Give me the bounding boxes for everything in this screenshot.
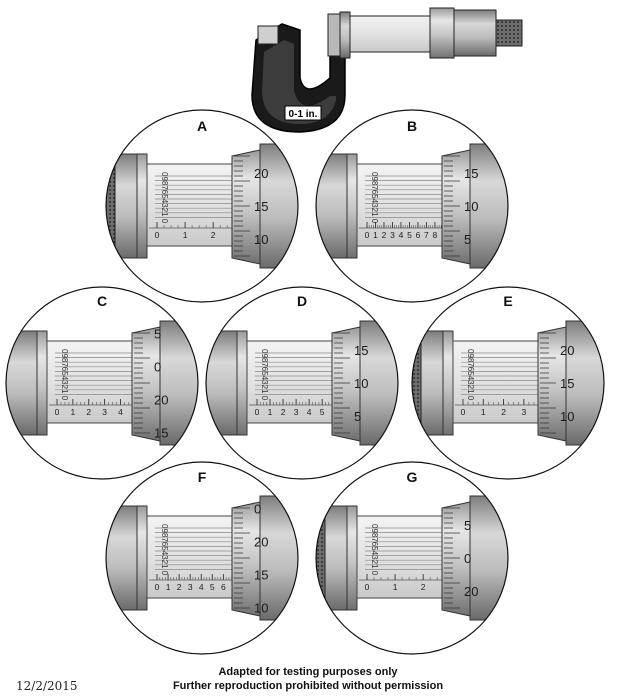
panel-letter: F <box>198 469 207 485</box>
main-scale-label: 6 <box>221 582 226 592</box>
main-scale-label: 2 <box>382 230 387 240</box>
main-scale-label: 5 <box>210 582 215 592</box>
footer-date: 12/2/2015 <box>16 679 78 693</box>
thimble-label: 0 <box>464 551 471 566</box>
thimble-label: 10 <box>560 409 574 424</box>
thimble-label: 20 <box>560 343 574 358</box>
main-scale-label: 3 <box>188 582 193 592</box>
main-scale-label: 0 <box>365 230 370 240</box>
thimble-label: 10 <box>354 376 368 391</box>
panel-letter: B <box>407 118 417 134</box>
main-scale-label: 2 <box>421 582 426 592</box>
thimble-label: 0 <box>154 360 161 375</box>
main-scale-label: 1 <box>166 582 171 592</box>
main-scale-label: 2 <box>86 407 91 417</box>
vernier-digits: 0987654321 0 <box>160 172 169 224</box>
micrometer-overview-illustration: 0-1 in. <box>251 7 523 133</box>
thimble-label: 10 <box>254 601 268 616</box>
vernier-digits: 0987654321 0 <box>370 524 379 576</box>
main-scale-label: 0 <box>55 407 60 417</box>
thimble-label: 15 <box>354 343 368 358</box>
micrometer-panel-a: 0987654321 00 1 2 20 15 10 A <box>105 109 299 303</box>
main-scale-label: 0 <box>461 407 466 417</box>
main-scale-label: 8 <box>433 230 438 240</box>
main-scale-label: 3 <box>521 407 526 417</box>
main-scale-label: 3 <box>102 407 107 417</box>
panel-letter: A <box>197 118 207 134</box>
panel-letter: D <box>297 293 307 309</box>
main-scale-label: 2 <box>501 407 506 417</box>
main-scale-label: 0 <box>155 582 160 592</box>
vernier-digits: 0987654321 0 <box>260 349 269 401</box>
main-scale-label: 3 <box>390 230 395 240</box>
panel-letter: E <box>503 293 512 309</box>
main-scale-label: 2 <box>177 582 182 592</box>
thimble-label: 20 <box>154 393 168 408</box>
main-scale-label: 2 <box>211 230 216 240</box>
thimble-label: 5 <box>464 232 471 247</box>
main-scale-label: 4 <box>118 407 123 417</box>
main-scale-label: 2 <box>281 407 286 417</box>
main-scale-label: 0 <box>365 582 370 592</box>
main-scale-label: 4 <box>399 230 404 240</box>
thimble-label: 15 <box>254 199 268 214</box>
thimble-label: 15 <box>560 376 574 391</box>
footer-line-2: Further reproduction prohibited without … <box>173 680 443 692</box>
panel-letter: C <box>97 293 107 309</box>
thimble-label: 20 <box>464 584 478 599</box>
thimble-label: 15 <box>154 426 168 441</box>
main-scale-label: 1 <box>71 407 76 417</box>
main-scale-label: 5 <box>320 407 325 417</box>
vernier-digits: 0987654321 0 <box>160 524 169 576</box>
vernier-digits: 0987654321 0 <box>60 349 69 401</box>
thimble-label: 5 <box>154 327 161 342</box>
main-scale-label: 0 <box>255 407 260 417</box>
vernier-digits: 0987654321 0 <box>370 172 379 224</box>
footer-line-1: Adapted for testing purposes only <box>218 666 398 678</box>
main-scale-label: 5 <box>407 230 412 240</box>
thimble-label: 10 <box>464 199 478 214</box>
main-scale-label: 0 <box>155 230 160 240</box>
main-scale-label: 4 <box>199 582 204 592</box>
main-scale-label: 1 <box>268 407 273 417</box>
main-scale-label: 6 <box>416 230 421 240</box>
main-scale-label: 4 <box>307 407 312 417</box>
thimble-label: 5 <box>464 518 471 533</box>
thimble-label: 15 <box>254 568 268 583</box>
main-scale-label: 3 <box>294 407 299 417</box>
main-scale-label: 1 <box>393 582 398 592</box>
main-scale-label: 1 <box>373 230 378 240</box>
frame-size-label: 0-1 in. <box>289 109 318 120</box>
vernier-digits: 0987654321 0 <box>466 349 475 401</box>
thimble-label: 10 <box>254 232 268 247</box>
thimble-label: 20 <box>254 166 268 181</box>
thimble-label: 15 <box>464 166 478 181</box>
micrometer-panel-e: 0987654321 00 1 2 3 20 15 10 E <box>411 286 605 480</box>
panel-letter: G <box>407 469 418 485</box>
thimble-label: 5 <box>354 409 361 424</box>
main-scale-label: 7 <box>424 230 429 240</box>
main-scale-label: 1 <box>183 230 188 240</box>
thimble-label: 0 <box>254 502 261 517</box>
thimble-label: 20 <box>254 535 268 550</box>
main-scale-label: 1 <box>481 407 486 417</box>
